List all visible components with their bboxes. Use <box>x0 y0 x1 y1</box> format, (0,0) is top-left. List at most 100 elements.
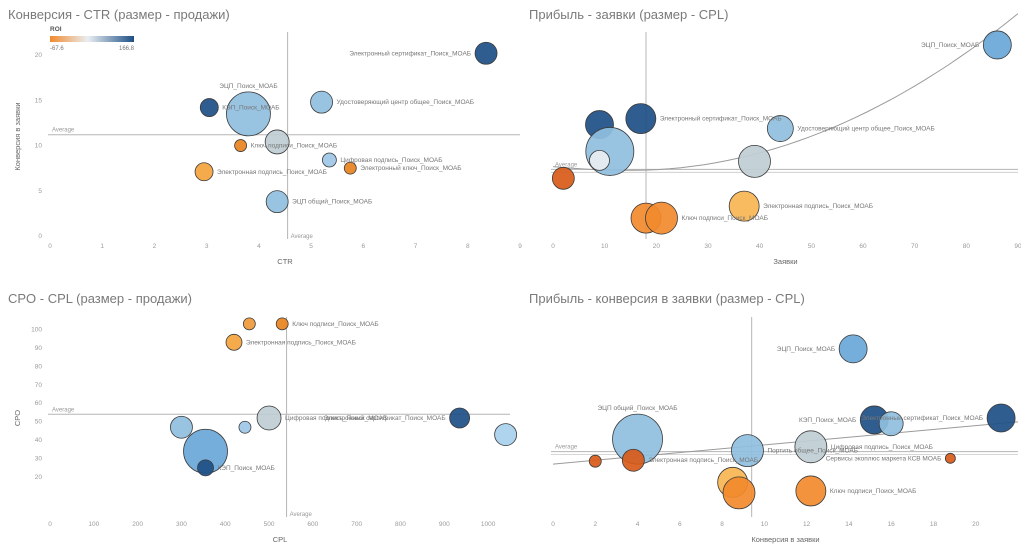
x-tick-label: 3 <box>205 243 209 250</box>
x-tick-label: 400 <box>220 521 231 528</box>
x-tick-label: 40 <box>756 243 764 250</box>
data-point-label: Электронный сертификат_Поиск_МОАБ <box>349 49 471 57</box>
x-tick-label: 30 <box>704 243 712 250</box>
data-point-label: Портить общее_Поиск_МОАБ <box>767 447 858 455</box>
data-point <box>226 91 271 137</box>
x-tick-label: 20 <box>653 243 661 250</box>
x-tick-label: 16 <box>888 521 896 528</box>
chart-title: CPO - CPL (размер - продажи) <box>8 291 193 306</box>
data-point <box>645 201 678 235</box>
x-tick-label: 300 <box>176 521 187 528</box>
data-point-label: Сервисы экоплюс маркета КСВ МОАБ <box>826 455 942 462</box>
chart-title: Прибыль - заявки (размер - CPL) <box>529 7 729 22</box>
data-point <box>986 403 1016 433</box>
x-tick-label: 18 <box>930 521 938 528</box>
chart-svg: 0 1 2 3 4 5 6 7 8 9 0 5 10 15 20 CTR Конверсия в заявки A… <box>13 26 522 266</box>
data-point <box>310 90 333 114</box>
data-point-label: Электронный сертификат_Поиск_МОАБ <box>660 115 782 123</box>
x-tick-label: 20 <box>972 521 980 528</box>
chart-panel-1: Конверсия - CTR (размер - продажи) 0 1 2 3 4… <box>0 0 522 278</box>
data-point-label: ЭЦП_Поиск_МОАБ <box>219 83 277 90</box>
data-point <box>728 190 760 222</box>
chart-panel-2: Прибыль - заявки (размер - CPL) 0 10 20 30 4… <box>511 0 1021 278</box>
data-point-label: Удостоверяющий центр общее_Поиск_МОАБ <box>337 98 474 106</box>
y-tick-label: 20 <box>35 474 43 481</box>
data-point <box>225 333 243 351</box>
data-point-label: Электронная подпись_Поиск_МОАБ <box>648 457 758 464</box>
average-label: Average <box>291 234 314 240</box>
data-point <box>589 149 610 171</box>
data-point <box>321 152 337 168</box>
x-tick-label: 800 <box>395 521 406 528</box>
data-point-label: ЭЦП общий_Поиск_МОАБ <box>292 198 372 206</box>
data-point-label: Ключ подписи_Поиск_МОАБ <box>251 143 338 150</box>
data-point-label: Ключ подписи_Поиск_МОАБ <box>682 215 769 222</box>
x-tick-label: 8 <box>466 243 470 250</box>
data-point-label: Удостоверяющий центр общее_Поиск_МОАБ <box>797 125 934 133</box>
average-label: Average <box>555 445 578 451</box>
x-tick-label: 2 <box>593 521 597 528</box>
data-point <box>795 475 827 507</box>
data-point-label: Электронный сертификат_Поиск_МОАБ <box>861 414 983 422</box>
x-tick-label: 6 <box>362 243 366 250</box>
x-axis-title: CTR <box>277 257 293 266</box>
data-point <box>474 41 498 65</box>
x-axis-title: Заявки <box>773 257 797 266</box>
x-tick-label: 10 <box>761 521 769 528</box>
x-tick-label: 0 <box>551 521 555 528</box>
data-point-label: Ключ подписи_Поиск_МОАБ <box>292 321 379 328</box>
x-tick-label: 70 <box>911 243 919 250</box>
data-point <box>449 407 471 429</box>
x-axis-title: Конверсия в заявки <box>751 535 819 544</box>
y-tick-label: 70 <box>35 382 43 389</box>
data-point <box>738 144 771 178</box>
legend-gradient <box>50 36 134 42</box>
average-label: Average <box>52 128 75 134</box>
data-point-label: ЭЦП_Поиск_МОАБ <box>777 346 835 353</box>
y-tick-label: 60 <box>35 400 43 407</box>
y-tick-label: 15 <box>35 97 43 104</box>
x-tick-label: 2 <box>153 243 157 250</box>
x-tick-label: 80 <box>963 243 971 250</box>
chart-title: Прибыль - конверсия в заявки (размер - C… <box>529 291 805 306</box>
data-point-label: ЭЦП_Поиск_МОАБ <box>921 42 979 49</box>
y-tick-label: 20 <box>35 52 43 59</box>
data-point <box>343 161 357 175</box>
y-tick-label: 40 <box>35 437 43 444</box>
data-point-label: КЭП_Поиск_МОАБ <box>222 105 279 112</box>
chart-svg: 0 2 4 6 8 10 12 14 16 18 20 Конверсия в заявки Avera… <box>551 317 1019 544</box>
chart-svg: 0 10 20 30 40 50 60 70 80 90 Заявки Average ЭЦП_Поис… <box>551 13 1021 266</box>
data-point <box>588 454 602 468</box>
x-tick-label: 1 <box>100 243 104 250</box>
x-tick-label: 60 <box>859 243 867 250</box>
data-point <box>944 452 956 464</box>
chart-svg: 0 100 200 300 400 500 600 700 800 900 1000 20 30 40 50… <box>13 317 518 544</box>
x-tick-label: 0 <box>48 243 52 250</box>
x-tick-label: 100 <box>88 521 99 528</box>
data-point <box>199 98 219 117</box>
y-tick-label: 100 <box>31 326 42 333</box>
legend-title: ROI <box>50 26 62 33</box>
y-axis-title: CPO <box>13 410 22 426</box>
x-tick-label: 50 <box>808 243 816 250</box>
data-point-label: Электронная подпись_Поиск_МОАБ <box>763 203 873 210</box>
x-tick-label: 600 <box>307 521 318 528</box>
x-tick-label: 0 <box>551 243 555 250</box>
data-point <box>238 420 252 434</box>
y-tick-label: 90 <box>35 345 43 352</box>
data-point-label: КЭП_Поиск_МОАБ <box>218 465 275 472</box>
data-point-label: Электронная подпись_Поиск_МОАБ <box>246 339 356 346</box>
data-point <box>242 317 256 331</box>
y-tick-label: 50 <box>35 419 43 426</box>
average-label: Average <box>290 512 313 518</box>
x-tick-label: 500 <box>264 521 275 528</box>
legend-min: -67.6 <box>50 46 64 52</box>
x-tick-label: 90 <box>1014 243 1021 250</box>
data-point <box>275 317 289 331</box>
y-tick-label: 30 <box>35 456 43 463</box>
data-point <box>194 162 214 182</box>
data-point <box>264 129 290 155</box>
data-point <box>256 405 282 431</box>
data-point <box>731 434 764 468</box>
data-point <box>838 334 868 364</box>
